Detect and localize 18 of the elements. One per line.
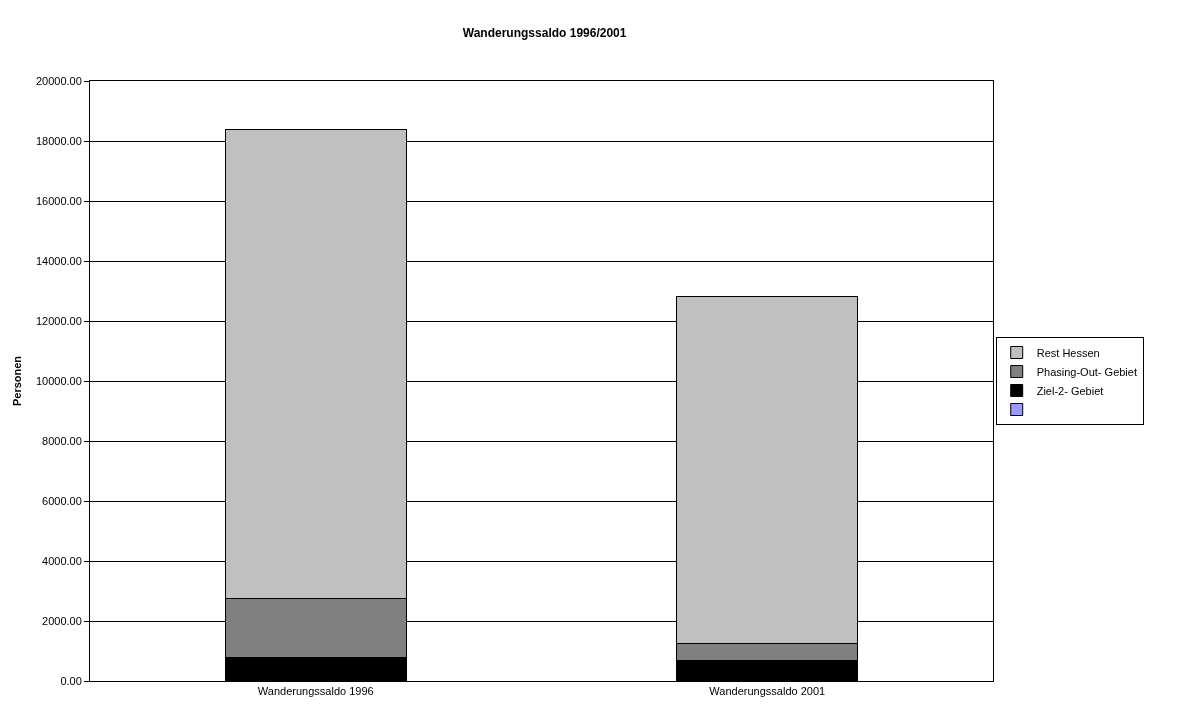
y-tick-label: 10000.00 [35, 374, 82, 387]
y-tick-label: 8000.00 [42, 434, 82, 447]
y-tick-label: 12000.00 [35, 314, 82, 327]
legend-label: Phasing-Out- Gebiet [1036, 365, 1137, 378]
x-tick-label: Wanderungssaldo 2001 [709, 685, 826, 698]
legend-label: Rest Hessen [1036, 346, 1100, 359]
legend-label: Ziel-2- Gebiet [1036, 384, 1104, 397]
y-tick-label: 18000.00 [35, 134, 82, 147]
y-tick-label: 2000.00 [42, 614, 82, 627]
y-tick-label: 20000.00 [35, 74, 82, 87]
y-axis-title: Personen [10, 355, 23, 407]
y-tick-label: 4000.00 [42, 554, 82, 567]
y-tick-label: 14000.00 [35, 254, 82, 267]
y-tick-label: 6000.00 [42, 494, 82, 507]
x-tick-label: Wanderungssaldo 1996 [257, 685, 374, 698]
y-tick-label: 16000.00 [35, 194, 82, 207]
chart-title: Wanderungssaldo 1996/2001 [462, 25, 627, 40]
y-tick-label: 0.00 [60, 674, 82, 687]
